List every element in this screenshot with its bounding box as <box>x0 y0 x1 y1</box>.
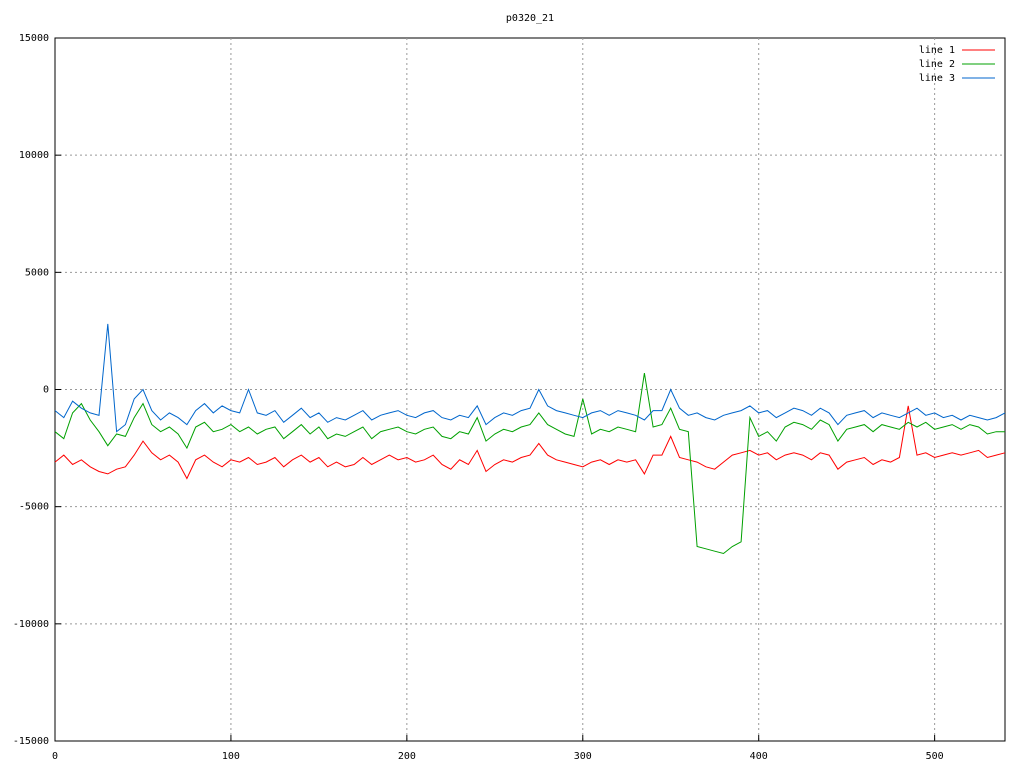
data-line <box>54 373 1005 555</box>
y-tick-label: -15000 <box>13 736 49 747</box>
data-line <box>54 405 1006 480</box>
legend-label: line 1 <box>919 45 955 56</box>
y-tick-label: 10000 <box>19 150 49 161</box>
x-tick-label: 300 <box>574 751 592 762</box>
x-tick-label: 0 <box>52 751 58 762</box>
y-tick-label: -5000 <box>19 502 49 513</box>
legend-label: line 2 <box>919 59 955 70</box>
x-tick-label: 500 <box>926 751 944 762</box>
x-tick-label: 200 <box>398 751 416 762</box>
y-tick-label: -10000 <box>13 619 49 630</box>
legend-label: line 3 <box>919 73 955 84</box>
data-line <box>54 323 1006 433</box>
x-tick-label: 400 <box>750 751 768 762</box>
y-tick-label: 0 <box>43 385 49 396</box>
y-tick-label: 15000 <box>19 33 49 44</box>
chart-title: p0320_21 <box>506 13 554 24</box>
x-tick-label: 100 <box>222 751 240 762</box>
y-tick-label: 5000 <box>25 267 49 278</box>
